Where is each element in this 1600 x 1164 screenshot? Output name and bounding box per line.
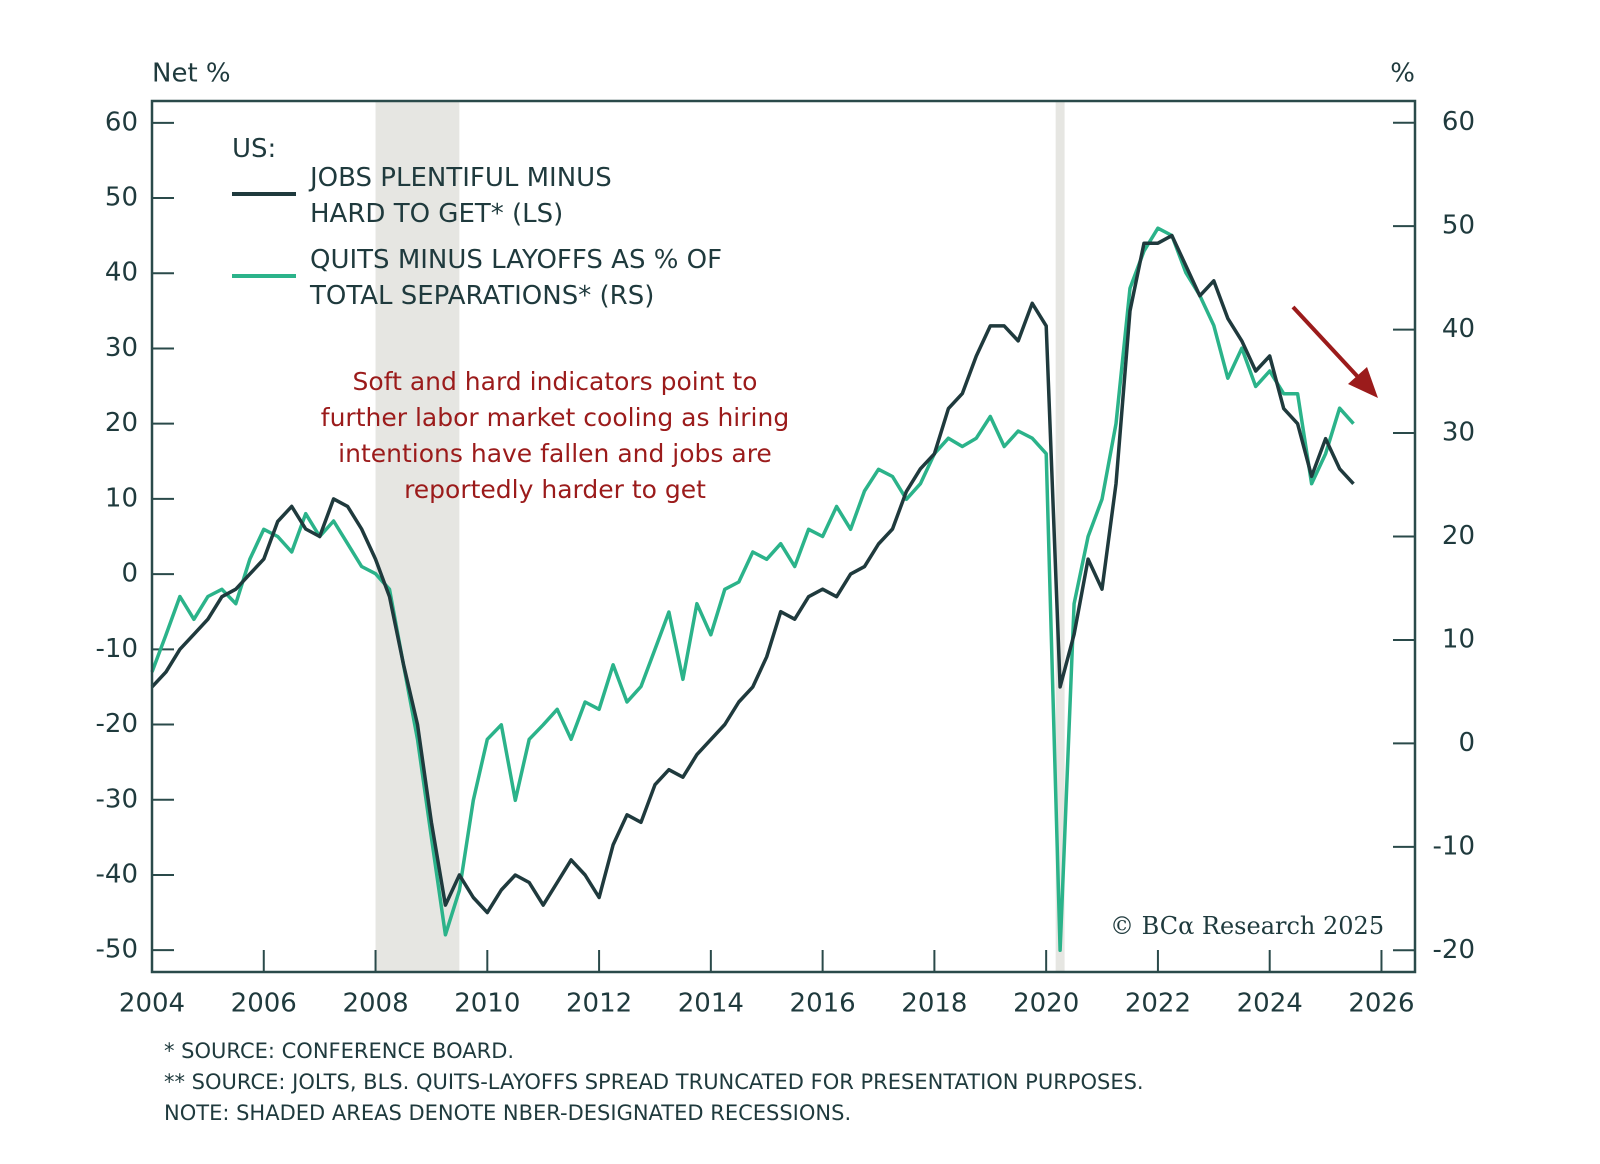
- x-tick-label: 2016: [790, 989, 856, 1019]
- y-axis-label: Net %: [152, 59, 231, 89]
- y-tick-label: 40: [105, 258, 138, 288]
- x-tick-label: 2014: [678, 989, 744, 1019]
- y2-tick-label: 30: [1442, 418, 1475, 448]
- y-tick-label: -50: [96, 935, 138, 965]
- plot-frame: [150, 99, 1417, 974]
- annotation: Soft and hard indicators point to furthe…: [320, 367, 790, 504]
- y-tick-label: -30: [96, 784, 138, 814]
- y2-tick-label: 0: [1458, 728, 1475, 758]
- x-tick-label: 2026: [1348, 989, 1414, 1019]
- x-tick-label: 2024: [1237, 989, 1303, 1019]
- recession-band: [1055, 101, 1065, 972]
- note-line: * SOURCE: CONFERENCE BOARD.: [164, 1039, 515, 1063]
- recession-band: [375, 101, 460, 972]
- y2-axis-label: %: [1390, 59, 1415, 89]
- y-tick-label: -20: [96, 709, 138, 739]
- x-tick-label: 2010: [454, 989, 520, 1019]
- y-tick-label: 30: [105, 333, 138, 363]
- x-tick-label: 2004: [119, 989, 185, 1019]
- credit: © BCα Research 2025: [1110, 912, 1385, 940]
- y2-tick-label: -20: [1433, 935, 1475, 965]
- y-tick-label: 20: [105, 408, 138, 438]
- notes: * SOURCE: CONFERENCE BOARD. ** SOURCE: JO…: [164, 1036, 1144, 1129]
- series-line: [150, 233, 1355, 915]
- legend-title: US:: [232, 134, 277, 164]
- y-tick-label: -40: [96, 859, 138, 889]
- y2-tick-label: 60: [1442, 107, 1475, 137]
- y-tick-label: 0: [121, 559, 138, 589]
- x-tick-label: 2022: [1125, 989, 1191, 1019]
- note-line: NOTE: SHADED AREAS DENOTE NBER-DESIGNATE…: [164, 1101, 852, 1125]
- y2-tick-label: 20: [1442, 521, 1475, 551]
- x-tick-label: 2006: [231, 989, 297, 1019]
- x-tick-label: 2012: [566, 989, 632, 1019]
- series-line: [150, 226, 1355, 953]
- arrow-shaft: [1291, 305, 1360, 379]
- y-tick-label: 50: [105, 183, 138, 213]
- y2-tick-label: 10: [1442, 624, 1475, 654]
- x-tick-label: 2018: [901, 989, 967, 1019]
- y2-tick-label: 50: [1442, 211, 1475, 241]
- y-tick-label: 10: [105, 483, 138, 513]
- y-tick-label: -10: [96, 634, 138, 664]
- y2-tick-label: -10: [1433, 831, 1475, 861]
- legend-label: QUITS MINUS LAYOFFS AS % OF TOTAL SEPARA…: [310, 245, 723, 311]
- legend-label: JOBS PLENTIFUL MINUS HARD TO GET* (LS): [310, 163, 612, 229]
- note-line: ** SOURCE: JOLTS, BLS. QUITS-LAYOFFS SPR…: [164, 1070, 1144, 1094]
- y-tick-label: 60: [105, 107, 138, 137]
- arrow-head: [1348, 367, 1378, 398]
- x-tick-label: 2020: [1013, 989, 1079, 1019]
- x-tick-label: 2008: [342, 989, 408, 1019]
- y2-tick-label: 40: [1442, 314, 1475, 344]
